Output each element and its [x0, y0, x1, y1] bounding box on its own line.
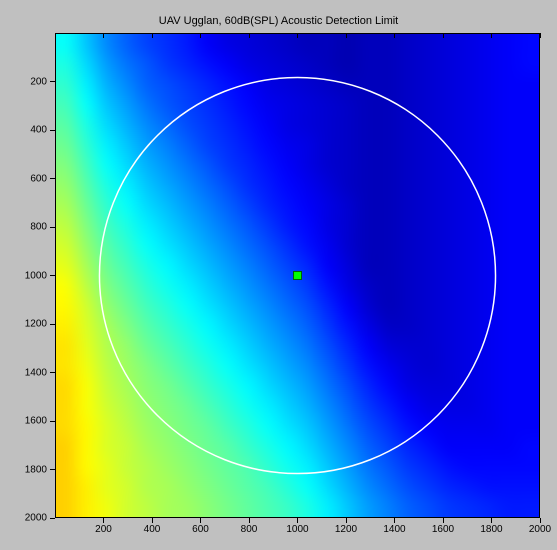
- tick-mark: [50, 81, 55, 82]
- tick-mark: [200, 33, 201, 38]
- x-tick-label: 1800: [480, 524, 502, 535]
- tick-mark: [50, 518, 55, 519]
- heatmap-canvas: [56, 34, 539, 517]
- tick-mark: [540, 518, 541, 523]
- tick-mark: [443, 518, 444, 523]
- tick-mark: [297, 33, 298, 38]
- x-tick-label: 600: [192, 524, 209, 535]
- tick-mark: [491, 33, 492, 38]
- x-tick-label: 1600: [432, 524, 454, 535]
- tick-mark: [394, 33, 395, 38]
- tick-mark: [50, 178, 55, 179]
- y-tick-label: 200: [30, 76, 47, 87]
- axes: [55, 33, 540, 518]
- tick-mark: [50, 469, 55, 470]
- y-tick-label: 600: [30, 173, 47, 184]
- y-tick-label: 400: [30, 125, 47, 136]
- tick-mark: [200, 518, 201, 523]
- y-tick-label: 1800: [25, 464, 47, 475]
- tick-mark: [50, 421, 55, 422]
- tick-mark: [249, 33, 250, 38]
- tick-mark: [50, 372, 55, 373]
- y-tick-label: 1200: [25, 319, 47, 330]
- x-tick-label: 1000: [286, 524, 308, 535]
- figure: UAV Ugglan, 60dB(SPL) Acoustic Detection…: [0, 0, 557, 550]
- tick-mark: [103, 518, 104, 523]
- y-tick-label: 800: [30, 222, 47, 233]
- chart-title: UAV Ugglan, 60dB(SPL) Acoustic Detection…: [0, 15, 557, 27]
- tick-mark: [249, 518, 250, 523]
- tick-mark: [152, 33, 153, 38]
- tick-mark: [50, 324, 55, 325]
- x-tick-label: 2000: [529, 524, 551, 535]
- tick-mark: [491, 518, 492, 523]
- y-tick-label: 1400: [25, 367, 47, 378]
- tick-mark: [346, 518, 347, 523]
- x-tick-label: 200: [95, 524, 112, 535]
- tick-mark: [50, 130, 55, 131]
- y-tick-label: 2000: [25, 513, 47, 524]
- y-tick-label: 1600: [25, 416, 47, 427]
- tick-mark: [443, 33, 444, 38]
- tick-mark: [297, 518, 298, 523]
- tick-mark: [103, 33, 104, 38]
- x-tick-label: 1200: [335, 524, 357, 535]
- tick-mark: [540, 33, 541, 38]
- x-tick-label: 1400: [383, 524, 405, 535]
- tick-mark: [50, 227, 55, 228]
- tick-mark: [50, 275, 55, 276]
- y-tick-label: 1000: [25, 270, 47, 281]
- x-tick-label: 400: [144, 524, 161, 535]
- tick-mark: [394, 518, 395, 523]
- x-tick-label: 800: [241, 524, 258, 535]
- tick-mark: [152, 518, 153, 523]
- tick-mark: [346, 33, 347, 38]
